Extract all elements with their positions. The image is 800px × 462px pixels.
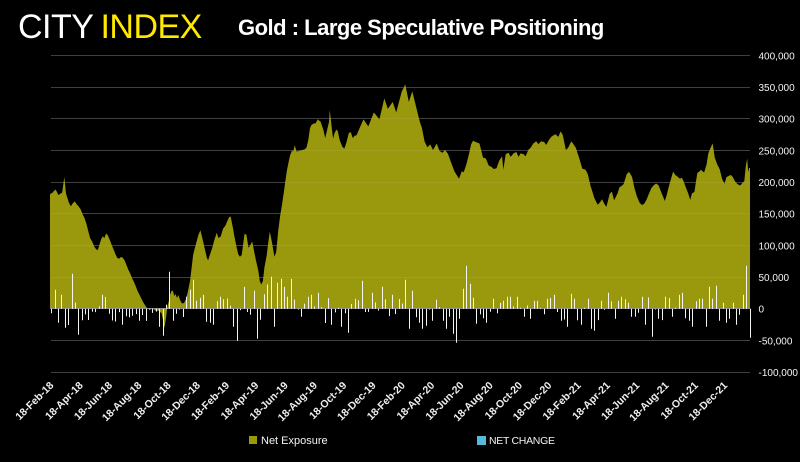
svg-text:50,000: 50,000 xyxy=(759,273,790,284)
svg-text:300,000: 300,000 xyxy=(759,115,796,126)
svg-text:0: 0 xyxy=(759,305,765,316)
svg-text:NET CHANGE: NET CHANGE xyxy=(489,435,555,447)
svg-text:400,000: 400,000 xyxy=(759,51,796,62)
svg-text:Gold : Large Speculative Posit: Gold : Large Speculative Positioning xyxy=(238,15,604,40)
svg-text:-100,000: -100,000 xyxy=(759,368,799,379)
svg-text:250,000: 250,000 xyxy=(759,146,796,157)
svg-text:350,000: 350,000 xyxy=(759,83,796,94)
svg-text:150,000: 150,000 xyxy=(759,210,796,221)
svg-text:Net Exposure: Net Exposure xyxy=(261,435,328,447)
svg-text:-50,000: -50,000 xyxy=(759,336,793,347)
svg-text:100,000: 100,000 xyxy=(759,241,796,252)
svg-text:200,000: 200,000 xyxy=(759,178,796,189)
